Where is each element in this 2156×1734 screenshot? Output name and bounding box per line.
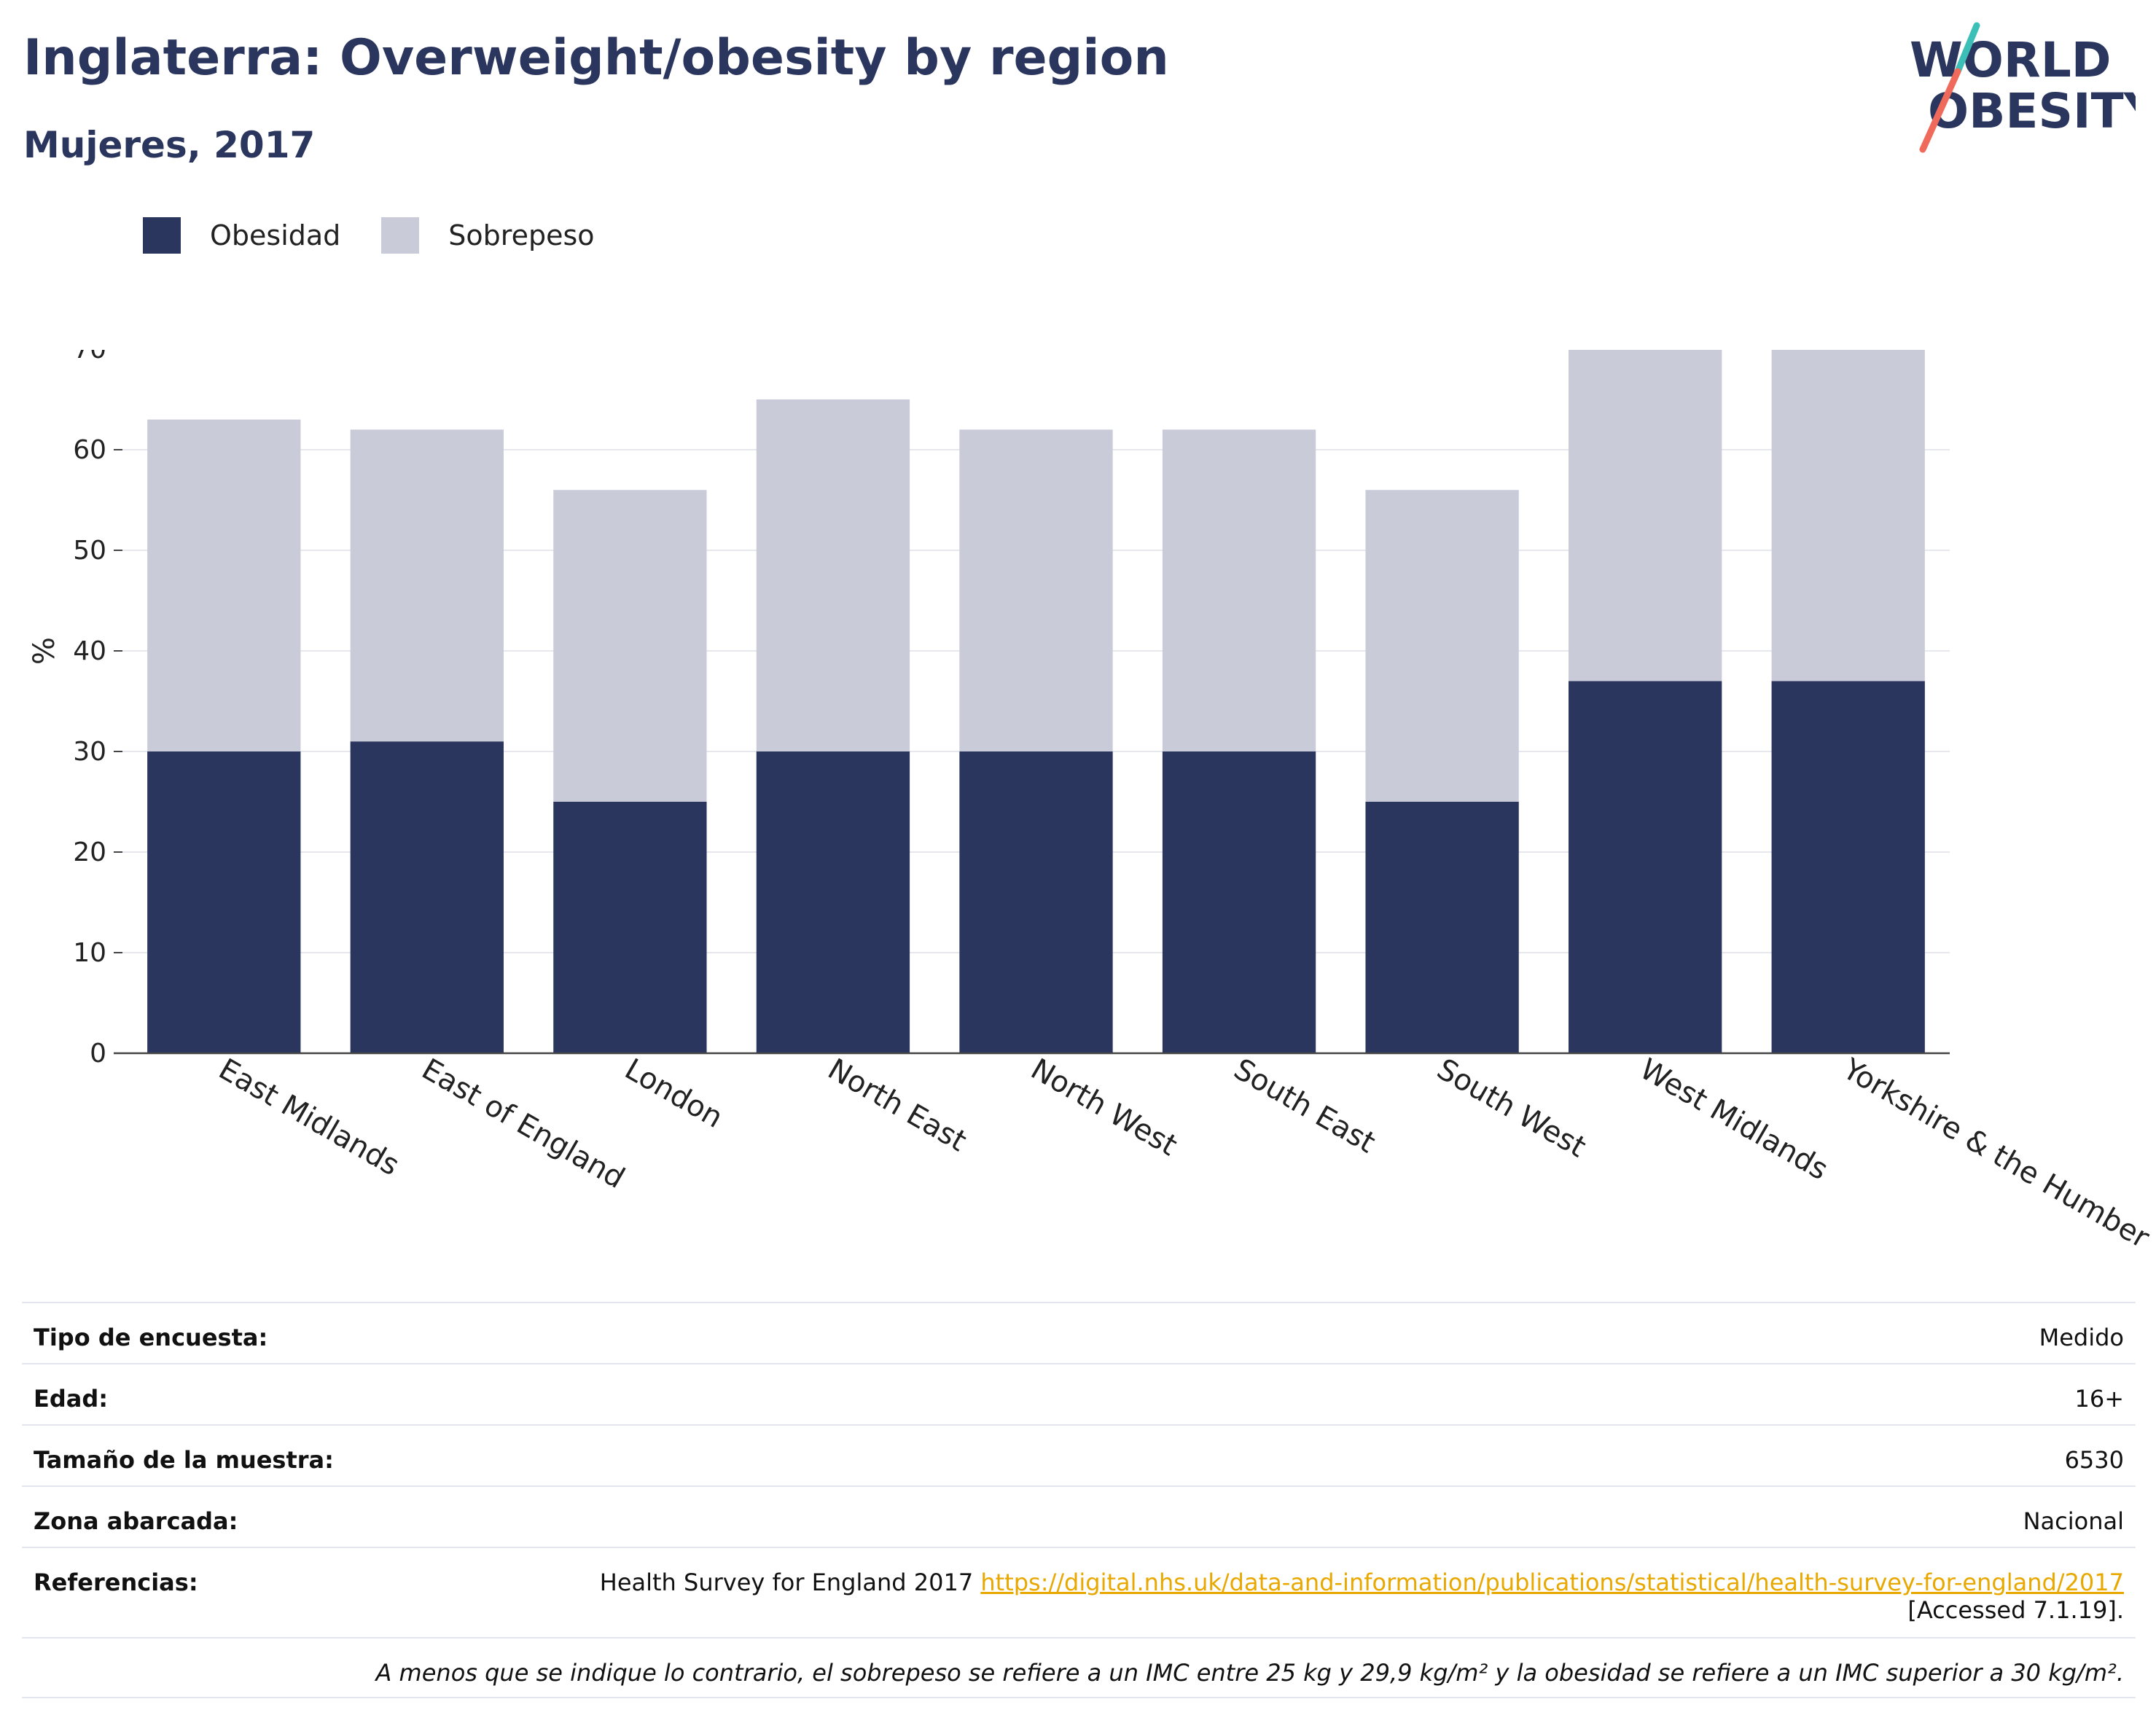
bar-sobrepeso-south-east — [1162, 429, 1316, 751]
x-tick-label: London — [619, 1052, 728, 1135]
x-tick-label: South East — [1228, 1052, 1380, 1160]
sample-size-value: 6530 — [2064, 1446, 2124, 1474]
bar-sobrepeso-north-west — [959, 429, 1113, 751]
legend-item-sobrepeso[interactable]: Sobrepeso — [381, 217, 595, 254]
chart-subtitle: Mujeres, 2017 — [23, 124, 316, 166]
x-tick-label: South West — [1432, 1052, 1592, 1164]
legend-swatch-sobrepeso — [381, 217, 420, 254]
bar-obesidad-south-west — [1365, 802, 1519, 1053]
logo-word-obesity: OBESITY — [1928, 83, 2136, 139]
bar-sobrepeso-north-east — [756, 399, 910, 751]
x-tick-label: East of England — [416, 1052, 630, 1195]
legend-item-obesidad[interactable]: Obesidad — [143, 217, 340, 254]
info-row-age: Edad: 16+ — [22, 1363, 2136, 1424]
references-accessed: [Accessed 7.1.19]. — [1907, 1596, 2124, 1624]
legend-swatch-obesidad — [143, 217, 181, 254]
survey-type-value: Medido — [2039, 1324, 2124, 1351]
logo-word-world: WORLD — [1910, 32, 2112, 88]
bar-obesidad-south-east — [1162, 751, 1316, 1053]
survey-type-label: Tipo de encuesta: — [34, 1324, 268, 1351]
y-axis-title: % — [28, 637, 61, 665]
references-value: Health Survey for England 2017 https://d… — [600, 1569, 2124, 1624]
y-tick-label: 10 — [73, 938, 106, 968]
legend-label-obesidad: Obesidad — [210, 219, 341, 251]
age-value: 16+ — [2074, 1385, 2124, 1413]
bar-obesidad-london — [553, 802, 707, 1053]
x-tick-label: Yorkshire & the Humber — [1837, 1052, 2155, 1255]
bar-obesidad-east-midlands — [147, 751, 301, 1053]
y-tick-label: 70 — [73, 350, 106, 364]
area-value: Nacional — [2023, 1507, 2124, 1535]
bar-sobrepeso-east-midlands — [147, 419, 301, 751]
chart-title: Inglaterra: Overweight/obesity by region — [23, 29, 1169, 87]
info-row-sample-size: Tamaño de la muestra: 6530 — [22, 1424, 2136, 1485]
bar-obesidad-east-of-england — [350, 741, 504, 1053]
y-tick-label: 60 — [73, 435, 106, 465]
references-text: Health Survey for England 2017 — [599, 1569, 974, 1596]
bar-obesidad-west-midlands — [1569, 681, 1722, 1053]
y-tick-label: 20 — [73, 837, 106, 867]
info-row-references: Referencias: Health Survey for England 2… — [22, 1547, 2136, 1637]
bar-sobrepeso-yorkshire-the-humber — [1771, 350, 1925, 682]
bar-obesidad-north-west — [959, 751, 1113, 1053]
x-tick-label: West Midlands — [1634, 1052, 1834, 1187]
x-tick-label: North East — [822, 1052, 972, 1158]
legend-label-sobrepeso: Sobrepeso — [448, 219, 595, 251]
sample-size-label: Tamaño de la muestra: — [34, 1446, 334, 1474]
y-tick-label: 50 — [73, 536, 106, 566]
age-label: Edad: — [34, 1385, 109, 1413]
legend: Obesidad Sobrepeso — [143, 217, 636, 254]
info-row-area: Zona abarcada: Nacional — [22, 1485, 2136, 1547]
references-label: Referencias: — [34, 1569, 198, 1596]
info-row-survey-type: Tipo de encuesta: Medido — [22, 1302, 2136, 1363]
world-obesity-logo: WORLD OBESITY — [1910, 22, 2136, 153]
bar-obesidad-yorkshire-the-humber — [1771, 681, 1925, 1053]
bar-obesidad-north-east — [756, 751, 910, 1053]
bar-sobrepeso-east-of-england — [350, 429, 504, 742]
x-tick-label: North West — [1026, 1052, 1183, 1163]
definition-note: A menos que se indique lo contrario, el … — [22, 1637, 2136, 1698]
area-label: Zona abarcada: — [34, 1507, 238, 1535]
y-tick-label: 0 — [90, 1039, 106, 1069]
bar-sobrepeso-west-midlands — [1569, 350, 1722, 682]
bar-sobrepeso-london — [553, 490, 707, 802]
bar-sobrepeso-south-west — [1365, 490, 1519, 802]
info-table: Tipo de encuesta: Medido Edad: 16+ Tamañ… — [22, 1302, 2136, 1698]
y-tick-label: 40 — [73, 636, 106, 666]
references-link[interactable]: https://digital.nhs.uk/data-and-informat… — [980, 1569, 2124, 1596]
y-tick-label: 30 — [73, 737, 106, 767]
x-tick-label: East Midlands — [213, 1052, 405, 1182]
